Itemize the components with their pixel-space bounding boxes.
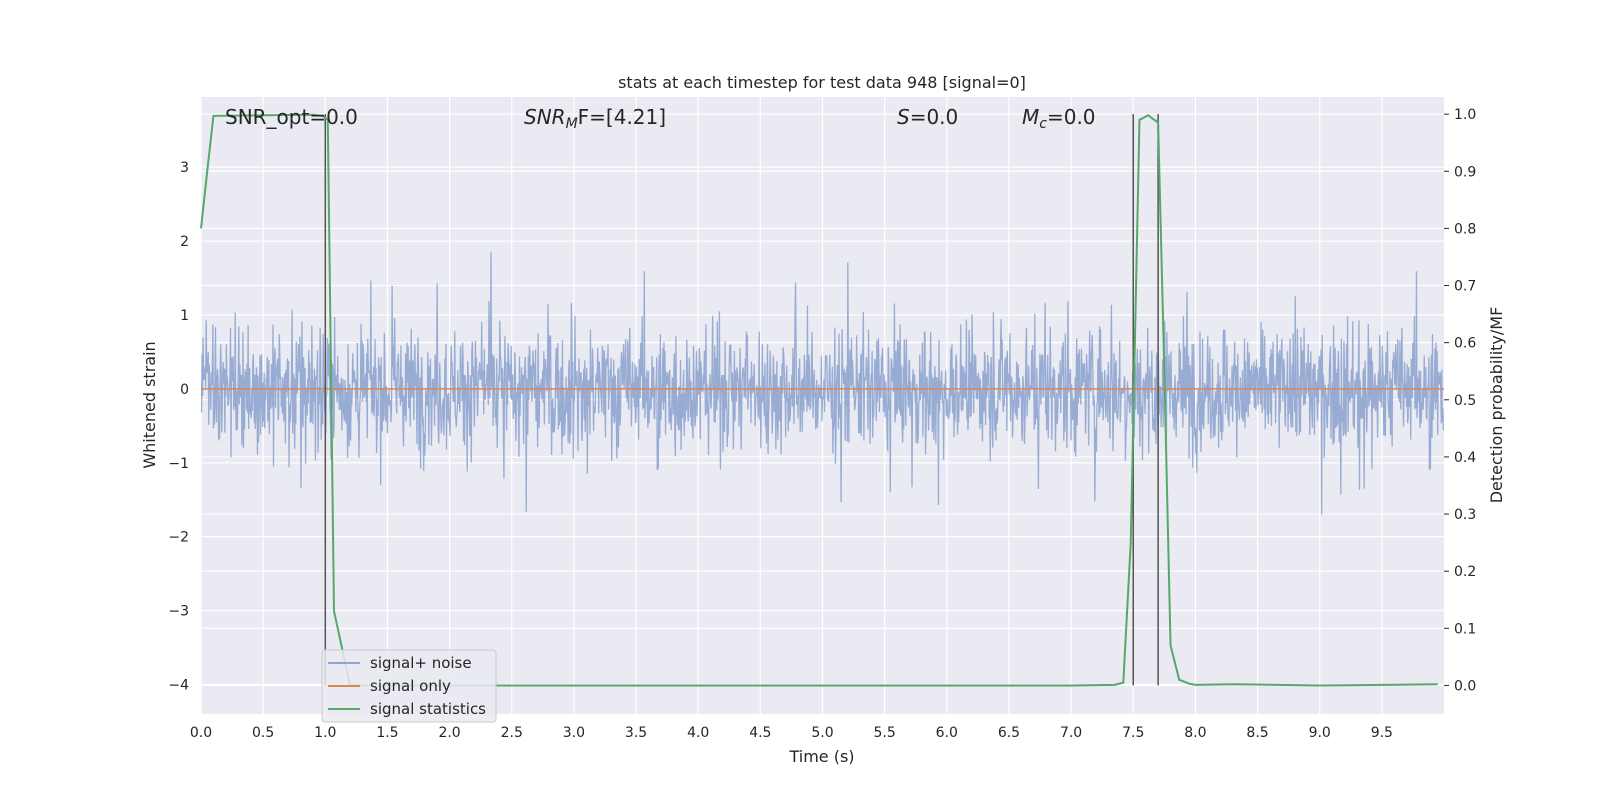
x-tick-label: 5.5 [874,725,896,741]
y-left-tick-label: −2 [168,530,189,546]
signal-noise-line [201,251,1444,515]
x-tick-label: 8.5 [1246,725,1268,741]
y-right-tick-label: 0.9 [1454,164,1476,180]
annotation-s-main: S [897,105,910,129]
annotation-snr-mf-rest: F=[4.21] [578,105,666,129]
annotation-mc-rest: =0.0 [1047,105,1096,129]
y-left-tick-label: −3 [168,604,189,620]
signal-noise-series [201,251,1444,515]
x-tick-label: 9.0 [1309,725,1331,741]
y-right-tick-label: 0.4 [1454,450,1476,466]
y-right-tick-label: 0.7 [1454,279,1476,295]
x-tick-label: 1.5 [376,725,398,741]
y-axis-left-label: Whitened strain [140,341,159,468]
annotation-s-rest: =0.0 [910,105,959,129]
y-left-tick-label: 0 [180,382,189,398]
x-tick-label: 3.0 [563,725,585,741]
x-tick-label: 6.0 [936,725,958,741]
signal-statistics-series [200,113,1438,687]
x-tick-label: 7.0 [1060,725,1082,741]
annotation-s: S=0.0 [897,105,958,129]
y-left-tick-label: 3 [180,160,189,176]
x-tick-label: 9.5 [1371,725,1393,741]
annotation-snr-mf-main: SNR [524,105,566,129]
x-tick-label: 5.0 [811,725,833,741]
x-tick-label: 6.5 [998,725,1020,741]
legend-label-signal-statistics: signal statistics [370,700,486,718]
y-left-tick-label: 2 [180,234,189,250]
x-tick-label: 4.0 [687,725,709,741]
axis-ticks: 0.0 0.5 1.0 1.5 2.0 2.5 3.0 3.5 4.0 4.5 5.0 5.5 6.0 6… [168,107,1476,741]
legend-box [321,649,497,723]
x-tick-label: 0.0 [190,725,212,741]
x-tick-label: 2.5 [501,725,523,741]
y-left-tick-label: −4 [168,677,189,693]
y-right-tick-label: 0.0 [1454,678,1476,694]
x-axis-label: Time (s) [788,747,854,766]
legend-label-signal-only: signal only [370,677,451,695]
x-tick-label: 8.0 [1184,725,1206,741]
x-tick-label: 4.5 [749,725,771,741]
x-tick-label: 1.0 [314,725,336,741]
signal-statistics-line [200,113,1438,687]
x-tick-label: 3.5 [625,725,647,741]
annotation-snr-opt: SNR_opt=0.0 [225,105,358,129]
legend-label-signal-noise: signal+ noise [370,654,472,672]
annotation-snr-mf: SNRMF=[4.21] [524,105,666,132]
legend: signal+ noise signal only signal statist… [321,649,497,723]
y-right-tick-label: 0.2 [1454,564,1476,580]
annotation-mc: Mc=0.0 [1022,105,1096,132]
x-tick-label: 0.5 [252,725,274,741]
annotation-snr-mf-sub: M [566,116,578,132]
annotation-mc-sub: c [1039,116,1047,132]
y-left-tick-label: −1 [168,456,189,472]
chart-title: stats at each timestep for test data 948… [618,73,1026,92]
x-tick-label: 7.5 [1122,725,1144,741]
y-right-tick-label: 0.3 [1454,507,1476,523]
y-right-tick-label: 0.5 [1454,393,1476,409]
y-right-tick-label: 0.6 [1454,336,1476,352]
x-tick-label: 2.0 [438,725,460,741]
y-axis-right-label: Detection probability/MF [1487,307,1506,504]
annotation-mc-main: M [1022,105,1039,129]
y-left-tick-label: 1 [180,308,189,324]
y-right-tick-label: 0.1 [1454,621,1476,637]
y-right-tick-label: 0.8 [1454,221,1476,237]
y-right-tick-label: 1.0 [1454,107,1476,123]
